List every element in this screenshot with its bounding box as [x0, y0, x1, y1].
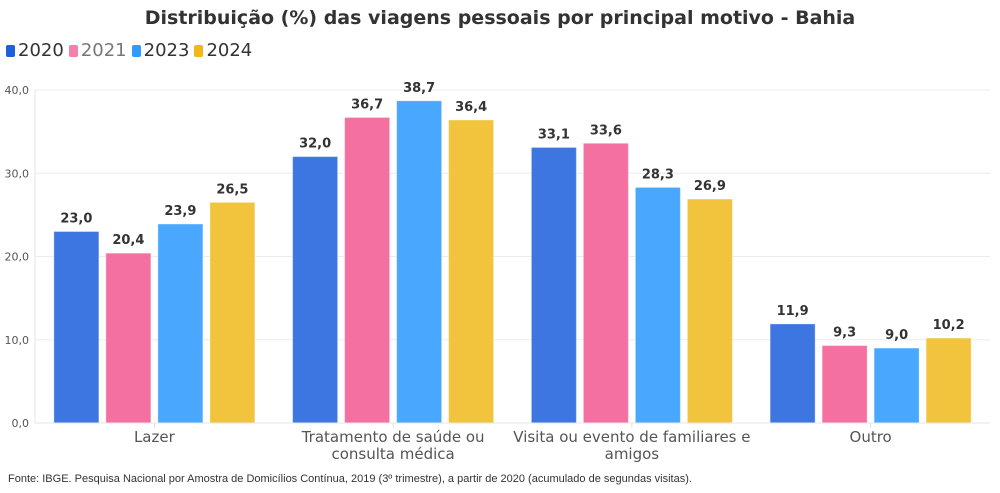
legend-label-2023: 2023 [143, 40, 190, 61]
legend-item-2024[interactable]: 2024 [194, 40, 252, 61]
bar-2021-0 [105, 252, 152, 424]
y-tick-label: 40,0 [5, 84, 30, 97]
bar-2020-3 [769, 323, 816, 424]
data-label: 10,2 [933, 318, 965, 333]
y-tick-label: 10,0 [5, 334, 30, 347]
bar-2021-1 [344, 116, 391, 424]
bar-2021-2 [582, 142, 629, 424]
x-category-label: amigos [605, 445, 660, 463]
x-category-label: Outro [850, 428, 892, 446]
data-label: 11,9 [777, 304, 809, 319]
data-label: 23,0 [60, 212, 92, 227]
bar-2023-1 [396, 100, 443, 424]
data-label: 32,0 [299, 137, 331, 152]
bar-2023-3 [873, 347, 920, 424]
bar-2020-0 [53, 231, 100, 424]
data-label: 23,9 [164, 204, 196, 219]
data-label: 26,9 [694, 179, 726, 194]
legend: 2020 2021 2023 2024 [6, 40, 257, 61]
bar-2024-2 [686, 198, 733, 424]
bar-2021-3 [821, 345, 868, 424]
data-label: 38,7 [403, 81, 435, 96]
source-footnote: Fonte: IBGE. Pesquisa Nacional por Amost… [8, 473, 692, 485]
bar-2023-2 [634, 186, 681, 424]
y-tick-label: 0,0 [12, 417, 30, 430]
legend-swatch-2024 [194, 44, 204, 57]
data-label: 33,1 [538, 127, 570, 142]
legend-item-2023[interactable]: 2023 [131, 40, 190, 61]
bar-2023-0 [157, 223, 204, 424]
data-label: 9,0 [885, 328, 908, 343]
data-label: 20,4 [112, 233, 144, 248]
bar-2020-2 [530, 146, 577, 424]
legend-item-2021[interactable]: 2021 [68, 40, 127, 61]
legend-swatch-2021 [68, 44, 78, 57]
bar-2020-1 [292, 156, 339, 424]
x-category-label: Lazer [134, 428, 176, 446]
legend-label-2020: 2020 [18, 40, 64, 61]
legend-swatch-2020 [6, 44, 15, 57]
x-category-label: Visita ou evento de familiares e [513, 428, 750, 446]
x-category-label: consulta médica [332, 445, 455, 463]
legend-label-2021: 2021 [80, 40, 127, 61]
chart-title: Distribuição (%) das viagens pessoais po… [144, 7, 856, 29]
data-label: 33,6 [590, 123, 622, 138]
legend-label-2024: 2024 [206, 40, 253, 61]
y-tick-label: 20,0 [5, 251, 30, 264]
bar-2024-1 [448, 119, 495, 424]
legend-swatch-2023 [131, 44, 141, 57]
data-label: 26,5 [216, 182, 248, 197]
data-label: 36,4 [455, 100, 487, 115]
bar-2024-0 [209, 201, 256, 424]
data-label: 36,7 [351, 97, 383, 112]
y-tick-label: 30,0 [5, 167, 30, 180]
legend-item-2020[interactable]: 2020 [6, 40, 64, 61]
data-label: 28,3 [642, 167, 674, 182]
data-label: 9,3 [833, 326, 856, 341]
x-category-label: Tratamento de saúde ou [301, 428, 485, 446]
bar-2024-3 [925, 337, 972, 424]
